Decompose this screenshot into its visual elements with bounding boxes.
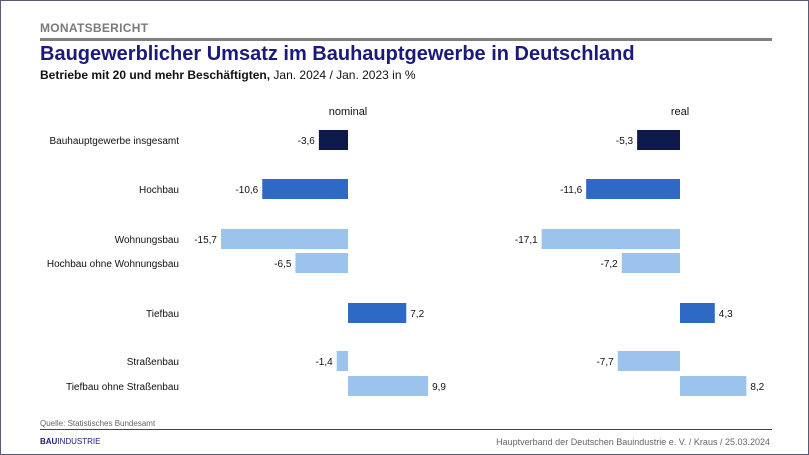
bar <box>621 253 680 273</box>
data-label: -17,1 <box>515 235 538 246</box>
bar <box>680 376 747 396</box>
footer-divider <box>40 429 772 430</box>
data-label: 8,2 <box>750 382 764 393</box>
data-label: -10,6 <box>235 185 258 196</box>
bar <box>336 351 348 371</box>
data-label: 9,9 <box>432 382 446 393</box>
bar <box>295 253 348 273</box>
category-label: Tiefbau ohne Straßenbau <box>66 382 179 393</box>
logo-bold: BAU <box>40 437 58 446</box>
logo: BAUINDUSTRIE <box>40 437 100 446</box>
series-header: nominal <box>329 106 368 118</box>
data-label: -6,5 <box>274 259 292 270</box>
category-label: Hochbau <box>139 185 179 196</box>
series-header: real <box>671 106 689 118</box>
category-label: Wohnungsbau <box>115 235 179 246</box>
footer-credit: Hauptverband der Deutschen Bauindustrie … <box>496 437 770 447</box>
data-label: -15,7 <box>194 235 217 246</box>
logo-rest: INDUSTRIE <box>57 437 101 446</box>
header-divider <box>40 38 772 41</box>
category-label: Straßenbau <box>127 357 179 368</box>
bar <box>541 229 680 249</box>
kicker: MONATSBERICHT <box>40 21 149 35</box>
category-label: Bauhauptgewerbe insgesamt <box>49 136 179 147</box>
chart-title: Baugewerblicher Umsatz im Bauhauptgewerb… <box>40 43 635 65</box>
data-label: -11,6 <box>560 185 582 196</box>
bar <box>318 130 348 150</box>
data-label: -3,6 <box>298 136 316 147</box>
subtitle-bold: Betriebe mit 20 und mehr Beschäftigten, <box>40 68 271 82</box>
chart-subtitle: Betriebe mit 20 und mehr Beschäftigten, … <box>40 68 416 82</box>
bar <box>680 303 715 323</box>
bar <box>348 303 407 323</box>
category-label: Hochbau ohne Wohnungsbau <box>47 259 179 270</box>
data-label: 7,2 <box>410 309 424 320</box>
data-label: -7,7 <box>596 357 614 368</box>
bar <box>586 179 680 199</box>
data-label: -7,2 <box>601 259 619 270</box>
source-note: Quelle: Statistisches Bundesamt <box>40 419 156 428</box>
subtitle-rest: Jan. 2024 / Jan. 2023 in % <box>270 68 416 82</box>
bar <box>348 376 429 396</box>
bar <box>617 351 680 371</box>
data-label: -1,4 <box>315 357 333 368</box>
bar <box>637 130 680 150</box>
bar <box>220 229 348 249</box>
data-label: -5,3 <box>616 136 634 147</box>
bar <box>262 179 348 199</box>
data-label: 4,3 <box>719 309 733 320</box>
category-label: Tiefbau <box>146 309 179 320</box>
